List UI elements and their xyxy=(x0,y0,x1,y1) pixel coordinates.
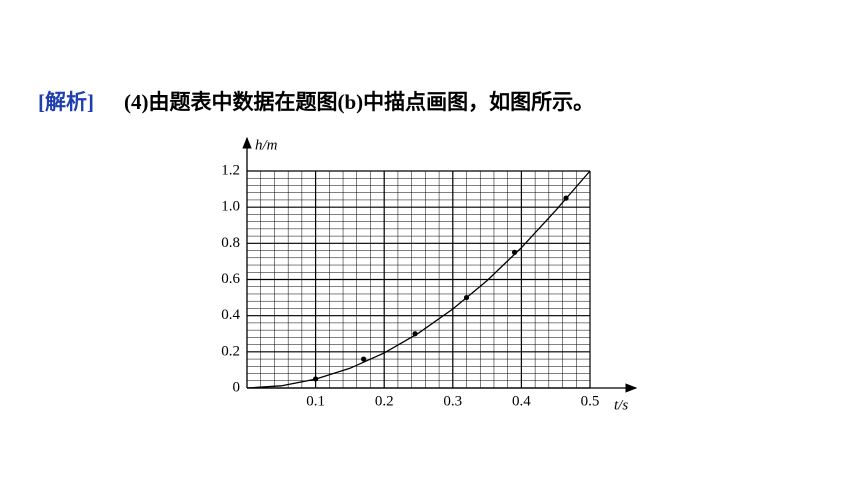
y-tick-label: 0.2 xyxy=(221,343,240,359)
y-tick-label: 0.6 xyxy=(221,271,240,287)
x-tick-label: 0.2 xyxy=(375,393,394,409)
fit-curve xyxy=(246,170,591,389)
x-tick-label: 0.5 xyxy=(581,393,600,409)
x-tick-label: 0.4 xyxy=(512,393,531,409)
y-axis-label: h/m xyxy=(255,137,278,153)
x-tick-label: 0.1 xyxy=(306,393,325,409)
tag: [解析] xyxy=(38,90,94,114)
data-point xyxy=(412,331,418,337)
heading: [解析] (4)由题表中数据在题图(b)中描点画图，如图所示。 xyxy=(38,86,594,116)
data-point xyxy=(563,195,569,201)
x-axis-label: t/s xyxy=(614,397,628,413)
y-tick-label: 0.4 xyxy=(221,307,240,323)
heading-text: (4)由题表中数据在题图(b)中描点画图，如图所示。 xyxy=(124,90,595,114)
y-tick-label: 0 xyxy=(233,379,241,395)
data-point xyxy=(463,294,470,301)
x-tick-label: 0.3 xyxy=(443,393,462,409)
y-tick-label: 1.2 xyxy=(221,162,240,178)
data-point xyxy=(511,249,518,255)
y-tick-label: 1.0 xyxy=(221,199,240,215)
data-point xyxy=(313,376,319,382)
data-point xyxy=(361,356,367,362)
y-tick-label: 0.8 xyxy=(221,235,240,251)
